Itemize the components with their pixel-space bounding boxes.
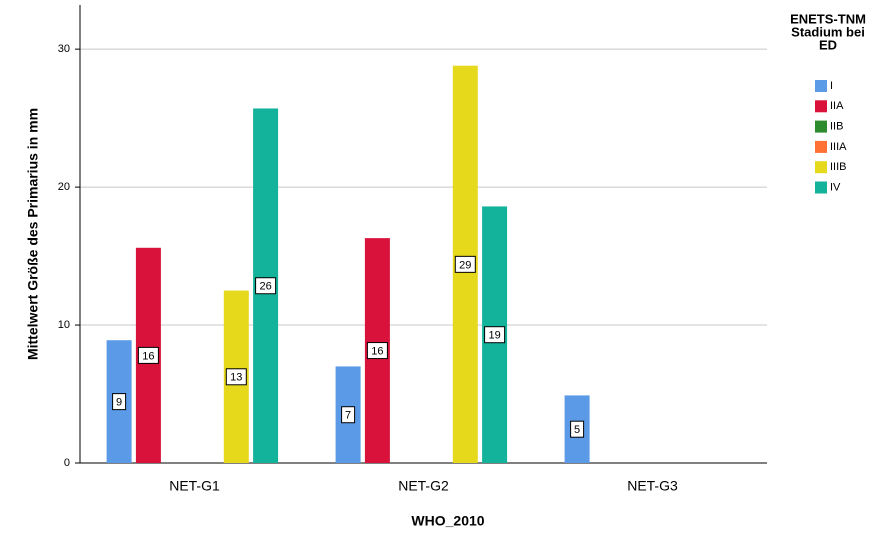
y-tick-label: 30 (58, 43, 70, 55)
value-label: 13 (230, 372, 242, 384)
value-label: 9 (116, 397, 122, 409)
value-label-box (366, 342, 388, 360)
y-axis-label: Mittelwert Größe des Primarius in mm (25, 108, 41, 360)
x-tick-label: NET-G1 (169, 478, 220, 494)
legend-swatch (815, 140, 827, 153)
legend-swatch (815, 120, 827, 133)
value-label-box (137, 346, 159, 364)
value-label-box (570, 420, 585, 438)
legend-swatch (815, 80, 827, 92)
legend-swatch (815, 181, 827, 194)
value-label-box (454, 255, 476, 273)
value-label: 16 (142, 350, 154, 362)
legend-label: IIA (830, 100, 844, 112)
x-tick-label: NET-G3 (627, 478, 678, 494)
x-tick-label: NET-G2 (398, 478, 449, 494)
value-label: 5 (574, 424, 580, 436)
legend-title: ED (819, 37, 837, 52)
value-label-box (112, 393, 127, 411)
legend-title: ENETS-TNM (790, 11, 866, 26)
value-label: 29 (459, 259, 471, 271)
value-label-box (341, 406, 356, 424)
legend-swatch (815, 100, 827, 113)
legend-label: IIIB (830, 161, 847, 173)
value-label-box (225, 368, 247, 386)
y-tick-label: 20 (58, 181, 70, 193)
x-axis-label: WHO_2010 (411, 513, 484, 529)
y-tick-label: 10 (58, 319, 70, 331)
value-label: 19 (488, 330, 500, 342)
legend-label: IV (830, 181, 841, 193)
legend-label: IIIA (830, 141, 847, 153)
value-label-box (255, 277, 277, 295)
legend-title: Stadium bei (791, 24, 865, 39)
legend-swatch (815, 161, 827, 174)
value-label: 7 (345, 410, 351, 422)
legend-label: IIB (830, 121, 843, 133)
value-label: 16 (371, 345, 383, 357)
y-tick-label: 0 (64, 457, 70, 469)
value-label-box (484, 326, 506, 344)
legend-label: I (830, 80, 833, 92)
value-label: 26 (259, 281, 271, 293)
